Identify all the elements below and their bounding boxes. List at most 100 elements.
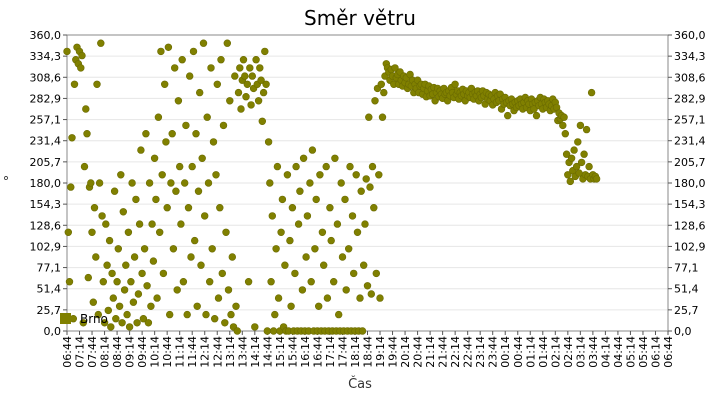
x-tick-label: 05:14	[624, 336, 637, 368]
data-point	[360, 261, 368, 269]
data-point	[182, 121, 190, 130]
data-point	[376, 294, 384, 302]
data-point	[241, 72, 249, 80]
y-tick-label-right: 231,4	[674, 135, 706, 148]
data-point	[127, 278, 135, 286]
x-tick-label: 20:44	[412, 336, 425, 368]
data-point	[150, 154, 159, 163]
x-tick-label: 21:44	[437, 336, 450, 368]
data-point	[161, 80, 169, 89]
x-tick-label: 15:44	[286, 336, 299, 368]
data-point	[264, 138, 273, 146]
data-point	[217, 55, 225, 64]
data-point	[380, 88, 388, 97]
data-point	[77, 64, 85, 72]
x-tick-label: 10:44	[161, 336, 174, 368]
data-point	[199, 39, 208, 47]
data-point	[84, 273, 93, 282]
data-point	[372, 269, 380, 278]
x-tick-label: 13:44	[236, 336, 249, 368]
x-tick-label: 20:14	[399, 336, 412, 368]
data-point	[79, 319, 88, 327]
data-point	[112, 315, 120, 323]
x-tick-label: 11:14	[174, 336, 187, 368]
data-point	[375, 171, 383, 179]
data-point	[378, 113, 387, 121]
x-tick-label: 02:14	[549, 336, 562, 368]
x-axis: 06:44 07:14 07:44 08:14 08:44 09:14 09:44 10:14…	[61, 331, 675, 368]
data-point	[288, 204, 297, 212]
data-point	[352, 171, 360, 179]
data-point	[271, 310, 279, 319]
data-point	[134, 290, 143, 298]
data-point	[100, 319, 109, 327]
data-point	[123, 310, 131, 319]
x-tick-label: 16:44	[311, 336, 324, 368]
data-point	[292, 162, 300, 171]
data-point	[117, 171, 125, 179]
data-point	[105, 236, 114, 245]
data-point	[251, 323, 259, 331]
data-point	[108, 269, 116, 278]
data-point	[98, 212, 106, 220]
data-point	[67, 183, 75, 191]
data-point	[87, 179, 95, 187]
data-point	[294, 220, 303, 228]
data-point	[95, 179, 104, 187]
data-point	[272, 245, 280, 253]
data-point	[179, 278, 188, 286]
data-point	[391, 64, 399, 72]
data-point	[80, 162, 89, 171]
data-point	[345, 245, 353, 253]
data-point	[370, 204, 378, 212]
data-point	[130, 253, 139, 261]
data-point	[283, 171, 292, 179]
y-tick-label: 231,4	[30, 135, 62, 148]
data-point	[572, 162, 581, 171]
data-point	[257, 76, 265, 84]
data-point	[192, 130, 200, 138]
data-point	[189, 47, 198, 56]
data-point	[306, 179, 314, 187]
data-point	[258, 117, 266, 126]
data-point	[162, 138, 170, 146]
data-point	[576, 121, 585, 130]
data-point	[331, 154, 339, 163]
data-point	[267, 278, 275, 286]
data-point	[202, 310, 210, 319]
data-point	[135, 220, 144, 228]
data-point	[239, 55, 248, 64]
x-tick-label: 16:14	[299, 336, 312, 368]
legend: Brno	[60, 312, 108, 326]
data-point	[242, 92, 250, 101]
data-point	[208, 245, 216, 253]
data-point	[342, 286, 350, 294]
data-point	[113, 278, 121, 286]
data-point	[377, 80, 385, 89]
data-point	[68, 134, 76, 142]
data-point	[224, 286, 233, 294]
data-point	[247, 101, 255, 109]
x-tick-label: 06:14	[649, 336, 662, 368]
data-point	[64, 228, 73, 237]
x-tick-label: 14:14	[249, 336, 262, 368]
data-point	[114, 245, 123, 253]
y-axis-label: °	[3, 175, 10, 190]
data-point	[88, 228, 96, 237]
data-point	[122, 261, 130, 269]
data-point	[125, 323, 134, 331]
x-tick-label: 09:14	[124, 336, 137, 368]
x-tick-label: 17:14	[324, 336, 337, 368]
data-point	[143, 282, 151, 290]
data-point	[320, 261, 328, 269]
data-point	[144, 319, 153, 327]
data-point	[206, 278, 214, 286]
data-point	[194, 187, 203, 195]
data-point	[188, 162, 196, 171]
data-point	[158, 171, 166, 179]
x-tick-label: 19:44	[387, 336, 400, 368]
y-tick-label: 257,1	[30, 114, 62, 127]
data-point	[248, 72, 257, 80]
x-tick-label: 19:14	[374, 336, 387, 368]
